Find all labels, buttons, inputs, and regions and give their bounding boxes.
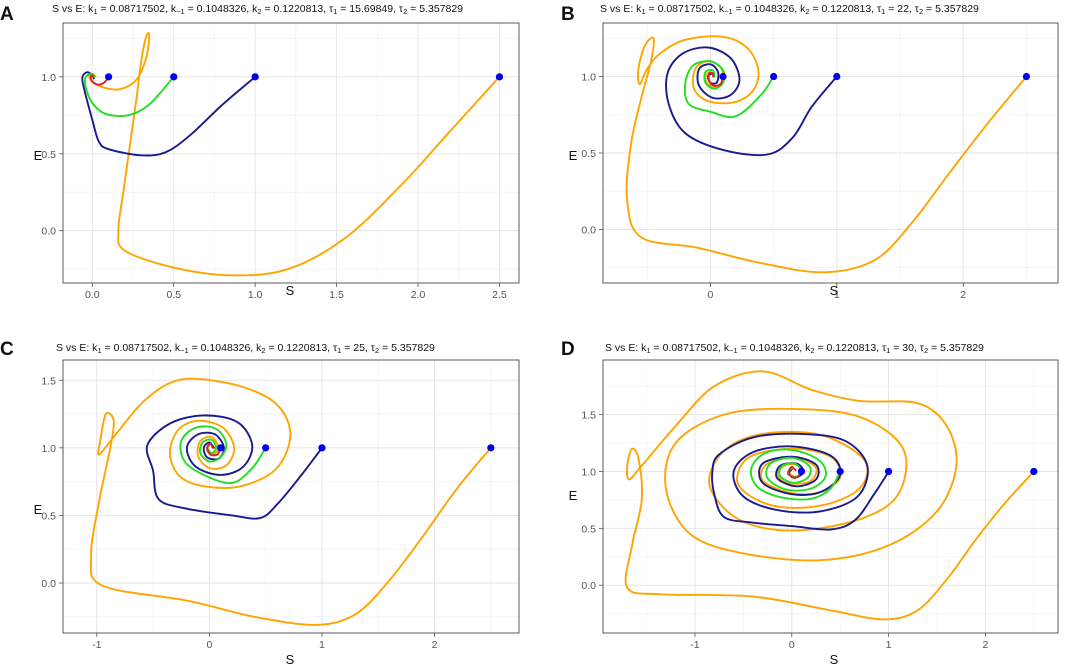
y-tick-label: 1.0 xyxy=(41,443,56,455)
initial-point xyxy=(105,73,113,81)
plot-frame xyxy=(62,359,520,634)
plot-area: 0.0 0.5 1.0 1.5 2.0 2.5 0.0 0.5 1.0 xyxy=(41,22,520,301)
x-tick-label: -1 xyxy=(92,639,101,651)
y-tick-label: 0.0 xyxy=(41,226,56,238)
initial-point xyxy=(884,467,893,476)
x-axis-label: S xyxy=(830,283,839,298)
plot-area: 0 1 2 0.0 0.5 1.0 xyxy=(581,22,1059,301)
y-tick-label: 0.5 xyxy=(581,523,596,535)
series-line-s0-0-1 xyxy=(787,465,803,479)
x-tick-label: 2.5 xyxy=(492,289,507,301)
y-tick-label: 1.5 xyxy=(41,375,56,387)
series-line-s0-1 xyxy=(81,71,257,157)
series-line-s0-2-5 xyxy=(625,35,1028,274)
series-line-s0-1 xyxy=(665,46,838,157)
initial-point xyxy=(797,467,806,476)
series-line-s0-0-5 xyxy=(179,425,267,485)
y-axis-label: E xyxy=(34,502,43,517)
y-tick-label: 0.0 xyxy=(581,224,596,236)
chart-title: S vs E: k1 = 0.08717502, k−1 = 0.1048326… xyxy=(52,3,463,16)
series-line-s0-1 xyxy=(711,432,890,531)
plot-frame xyxy=(602,359,1059,634)
plot-frame xyxy=(62,22,520,284)
plot-area: -1 0 1 2 0.0 0.5 1.0 1.5 xyxy=(41,359,520,651)
y-tick-label: 0.0 xyxy=(581,580,596,592)
initial-point xyxy=(262,444,270,452)
x-axis-label: S xyxy=(830,652,839,667)
series-line-s0-0-1 xyxy=(206,442,222,457)
series-line-s0-0-5 xyxy=(683,60,775,118)
panel-c: C S vs E: k1 = 0.08717502, k−1 = 0.10483… xyxy=(0,339,520,667)
x-tick-label: 1 xyxy=(319,639,325,651)
y-tick-label: 0.5 xyxy=(581,148,596,160)
initial-point xyxy=(836,467,844,476)
initial-point xyxy=(495,73,504,81)
chart-title: S vs E: k1 = 0.08717502, k−1 = 0.1048326… xyxy=(56,342,435,355)
y-tick-label: 1.0 xyxy=(41,72,56,84)
x-tick-label: 0 xyxy=(789,639,795,651)
y-tick-label: 0.5 xyxy=(41,510,56,522)
initial-point xyxy=(217,444,225,452)
panel-d: D S vs E: k1 = 0.08717502, k−1 = 0.10483… xyxy=(561,339,1059,667)
y-tick-label: 1.0 xyxy=(581,466,596,478)
x-tick-label: 1 xyxy=(834,289,840,301)
panel-b: B S vs E: k1 = 0.08717502, k−1 = 0.10483… xyxy=(561,3,1059,301)
initial-point xyxy=(251,73,259,81)
x-axis-label: S xyxy=(286,652,295,667)
x-tick-label: -1 xyxy=(690,639,699,651)
x-tick-label: 0 xyxy=(708,289,714,301)
x-tick-label: 1 xyxy=(886,639,892,651)
y-axis-label: E xyxy=(569,488,578,503)
initial-point xyxy=(1022,72,1031,81)
x-tick-label: 2 xyxy=(982,639,988,651)
panel-letter: A xyxy=(0,4,14,25)
x-tick-label: 0.5 xyxy=(166,289,181,301)
y-tick-label: 0.0 xyxy=(41,578,56,590)
series-line-s0-2-5 xyxy=(88,32,501,277)
x-tick-label: 2.0 xyxy=(411,289,426,301)
initial-point xyxy=(487,444,495,452)
panel-a: A S vs E: k1 = 0.08717502, k−1 = 0.10483… xyxy=(0,3,520,301)
y-tick-label: 1.0 xyxy=(581,72,596,84)
x-tick-label: 0.0 xyxy=(85,289,100,301)
initial-point xyxy=(833,72,841,81)
x-tick-label: 2 xyxy=(432,639,438,651)
x-axis-label: S xyxy=(286,283,295,298)
initial-point xyxy=(170,73,178,81)
series-line-s0-2-5 xyxy=(624,370,1035,621)
y-tick-label: 0.5 xyxy=(41,149,56,161)
y-tick-label: 1.5 xyxy=(581,410,596,422)
series-line-s0-0-5 xyxy=(84,72,175,117)
initial-point xyxy=(770,72,778,81)
x-tick-label: 1.5 xyxy=(329,289,344,301)
series-line-s0-2-5 xyxy=(89,377,492,626)
y-axis-label: E xyxy=(34,148,43,163)
panel-letter: B xyxy=(561,4,575,25)
series-line-s0-0-1 xyxy=(707,71,725,87)
x-tick-label: 2 xyxy=(960,289,966,301)
series-line-s0-0-5 xyxy=(749,448,842,501)
initial-point xyxy=(318,444,326,452)
panel-letter: C xyxy=(0,339,14,360)
y-axis-label: E xyxy=(569,148,578,163)
initial-point xyxy=(1030,467,1038,476)
x-tick-label: 0 xyxy=(206,639,212,651)
panel-letter: D xyxy=(561,339,575,360)
x-tick-label: 1.0 xyxy=(248,289,263,301)
series-line-s0-0-1 xyxy=(89,74,110,86)
chart-title: S vs E: k1 = 0.08717502, k−1 = 0.1048326… xyxy=(600,3,979,16)
chart-title: S vs E: k1 = 0.08717502, k−1 = 0.1048326… xyxy=(605,342,984,355)
initial-point xyxy=(719,72,727,81)
plot-area: -1 0 1 2 0.0 0.5 1.0 1.5 xyxy=(581,359,1059,651)
